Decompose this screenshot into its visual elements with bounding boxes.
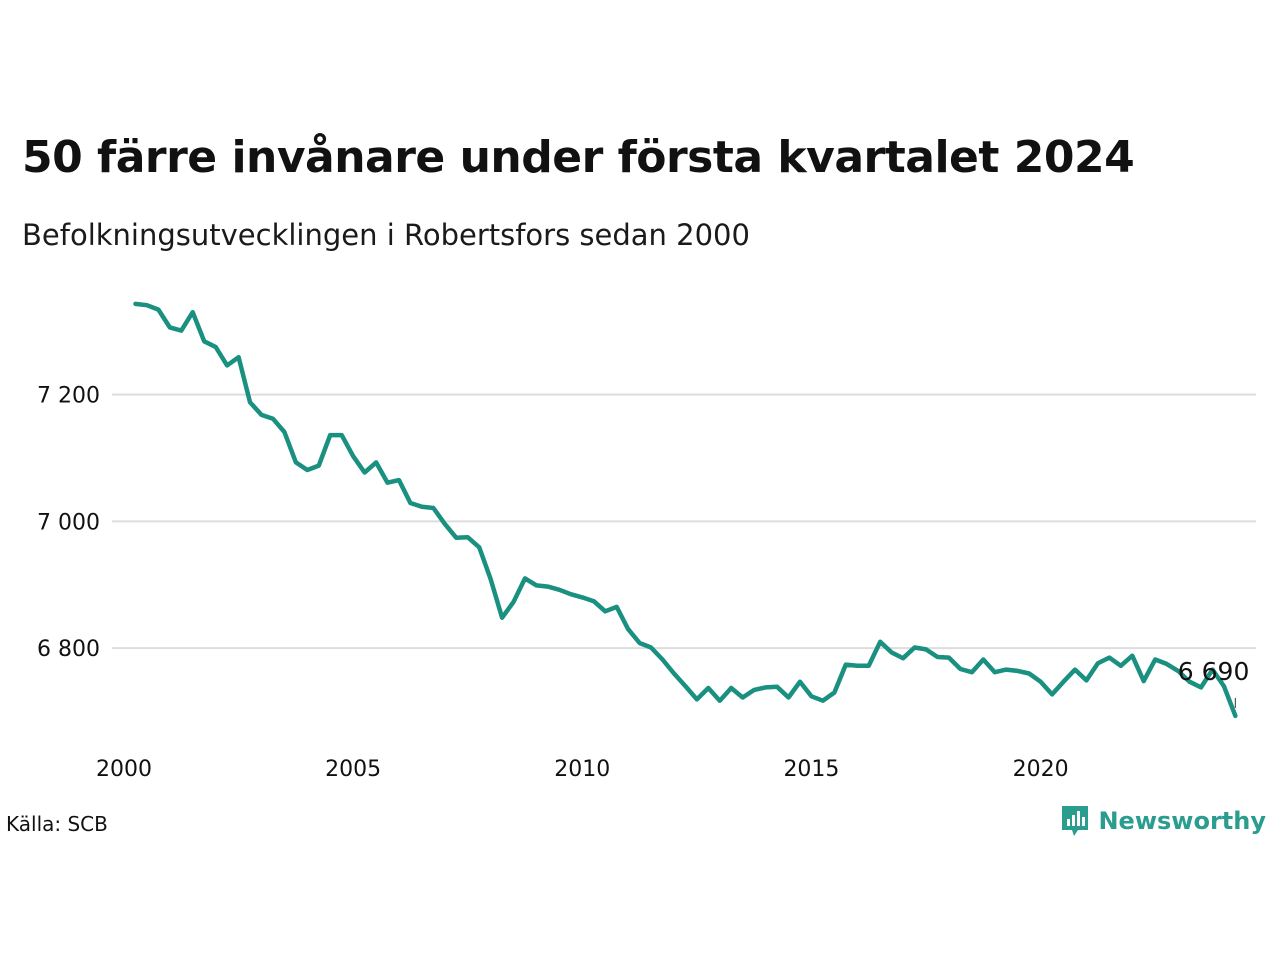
x-tick-label: 2005 [325, 757, 381, 782]
x-tick-label: 2000 [96, 757, 152, 782]
x-tick-label: 2015 [783, 757, 839, 782]
end-labels: 6 690 [1178, 657, 1250, 708]
x-tick-label: 2010 [554, 757, 610, 782]
x-axis-ticks: 2000 2005 2010 2015 2020 [96, 757, 1069, 782]
chart-title: 50 färre invånare under första kvartalet… [22, 132, 1135, 183]
brand-name: Newsworthy [1098, 807, 1266, 835]
y-tick-label: 7 200 [37, 384, 100, 409]
y-tick-label: 7 000 [37, 510, 100, 535]
y-tick-label: 6 800 [37, 637, 100, 662]
chart-subtitle: Befolkningsutvecklingen i Robertsfors se… [22, 218, 750, 252]
x-tick-label: 2020 [1013, 757, 1069, 782]
newsworthy-logo-icon [1062, 806, 1089, 836]
end-value-label: 6 690 [1178, 657, 1250, 686]
source-note: Källa: SCB [6, 812, 108, 836]
brand-logo[interactable]: Newsworthy [1060, 804, 1266, 838]
series-line [133, 301, 1238, 719]
series-lines [133, 301, 1238, 719]
gridlines [112, 393, 1256, 650]
y-axis-ticks: 6 800 7 000 7 200 [37, 384, 100, 663]
